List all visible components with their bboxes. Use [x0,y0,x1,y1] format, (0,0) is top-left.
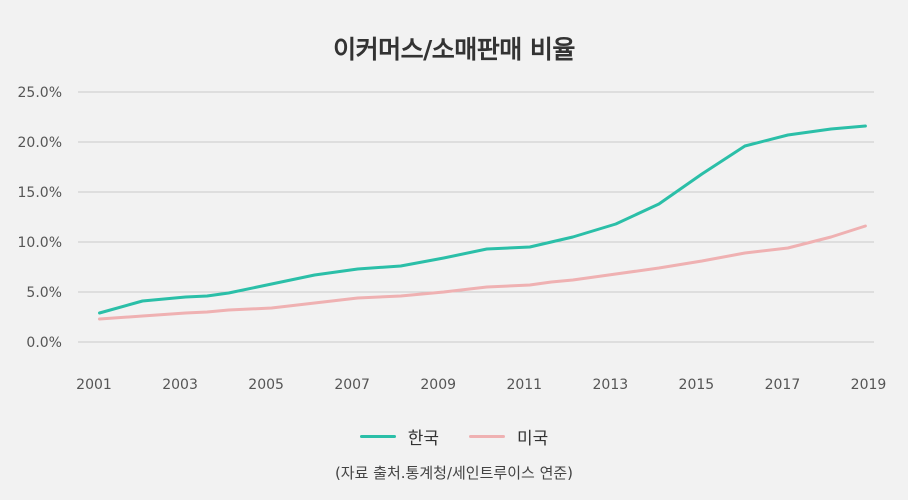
y-axis-ticks: 0.0% 5.0% 10.0% 15.0% 20.0% 25.0% [18,85,62,351]
legend-label-korea: 한국 [407,429,439,449]
y-tick-label: 20.0% [18,135,62,151]
x-tick-label: 2005 [248,377,284,393]
gridlines [78,91,874,343]
x-tick-label: 2017 [765,377,801,393]
x-tick-label: 2019 [851,377,887,393]
legend: 한국 미국 [0,424,908,449]
x-axis-ticks: 2001 2003 2005 2007 2009 2011 2013 2015 2017 2019 [76,377,886,393]
legend-swatch-usa [469,435,505,438]
series-line-korea [98,124,867,315]
y-tick-label: 25.0% [18,85,62,101]
legend-item-korea: 한국 [359,424,439,449]
legend-label-usa: 미국 [517,429,549,449]
legend-item-usa: 미국 [469,424,548,449]
x-tick-label: 2015 [679,377,715,393]
series-line-usa [98,224,867,321]
chart-title: 이커머스/소매판매 비율 [333,35,575,64]
x-tick-label: 2009 [420,377,456,393]
x-tick-label: 2007 [334,377,370,393]
y-tick-label: 10.0% [18,235,62,251]
series-lines [98,124,867,321]
x-tick-label: 2011 [506,377,542,393]
y-tick-label: 0.0% [26,335,62,351]
y-tick-label: 5.0% [26,285,62,301]
x-tick-label: 2003 [162,377,198,393]
x-tick-label: 2013 [593,377,629,393]
source-note: (자료 출처.통계청/세인트루이스 연준) [334,464,574,482]
y-tick-label: 15.0% [18,185,62,201]
x-tick-label: 2001 [76,377,112,393]
legend-swatch-korea [359,435,396,438]
line-chart: 0.0%5.0%10.0%15.0%20.0%25.0% 2001 2003 200… [18,85,887,393]
